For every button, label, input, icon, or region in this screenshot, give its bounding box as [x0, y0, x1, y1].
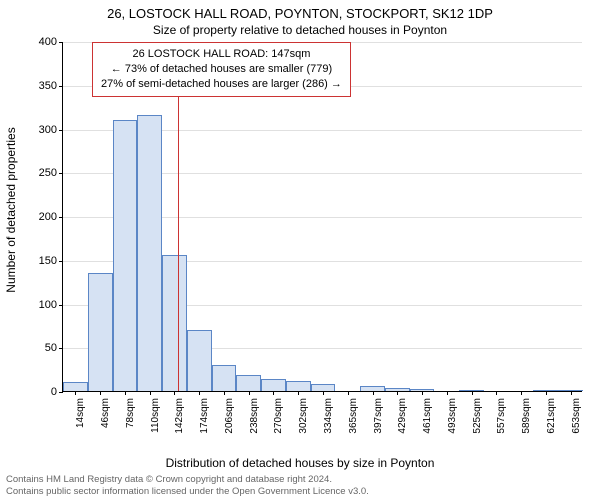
xtick-label: 557sqm — [496, 398, 507, 446]
histogram-bar — [88, 273, 113, 391]
chart-title-line1: 26, LOSTOCK HALL ROAD, POYNTON, STOCKPOR… — [0, 0, 600, 21]
ytick-label: 100 — [23, 299, 57, 311]
annotation-line1: 26 LOSTOCK HALL ROAD: 147sqm — [101, 47, 342, 62]
ytick-label: 300 — [23, 124, 57, 136]
x-axis-label: Distribution of detached houses by size … — [0, 456, 600, 470]
chart-title-line2: Size of property relative to detached ho… — [0, 21, 600, 37]
xtick-mark — [224, 391, 225, 395]
footer-text: Contains HM Land Registry data © Crown c… — [6, 474, 369, 498]
ytick-mark — [59, 217, 63, 218]
histogram-bar — [137, 115, 162, 392]
footer-line2: Contains public sector information licen… — [6, 486, 369, 498]
xtick-label: 525sqm — [472, 398, 483, 446]
xtick-label: 653sqm — [571, 398, 582, 446]
ytick-mark — [59, 261, 63, 262]
xtick-mark — [298, 391, 299, 395]
xtick-label: 78sqm — [125, 398, 136, 446]
xtick-mark — [125, 391, 126, 395]
ytick-label: 350 — [23, 80, 57, 92]
xtick-label: 302sqm — [298, 398, 309, 446]
xtick-mark — [150, 391, 151, 395]
xtick-mark — [397, 391, 398, 395]
xtick-mark — [174, 391, 175, 395]
xtick-mark — [422, 391, 423, 395]
ytick-label: 400 — [23, 36, 57, 48]
ytick-mark — [59, 173, 63, 174]
xtick-label: 334sqm — [323, 398, 334, 446]
xtick-mark — [496, 391, 497, 395]
xtick-label: 493sqm — [447, 398, 458, 446]
xtick-label: 621sqm — [546, 398, 557, 446]
xtick-mark — [100, 391, 101, 395]
histogram-bar — [311, 384, 336, 391]
histogram-bar — [236, 375, 261, 391]
xtick-mark — [199, 391, 200, 395]
xtick-label: 206sqm — [224, 398, 235, 446]
ytick-label: 250 — [23, 167, 57, 179]
xtick-label: 365sqm — [348, 398, 359, 446]
xtick-label: 14sqm — [75, 398, 86, 446]
xtick-label: 174sqm — [199, 398, 210, 446]
xtick-label: 589sqm — [521, 398, 532, 446]
xtick-mark — [348, 391, 349, 395]
xtick-label: 397sqm — [373, 398, 384, 446]
chart-container: 26, LOSTOCK HALL ROAD, POYNTON, STOCKPOR… — [0, 0, 600, 500]
histogram-bar — [261, 379, 286, 391]
xtick-mark — [75, 391, 76, 395]
ytick-mark — [59, 348, 63, 349]
annotation-box: 26 LOSTOCK HALL ROAD: 147sqm ← 73% of de… — [92, 42, 351, 97]
ytick-label: 150 — [23, 255, 57, 267]
histogram-bar — [162, 255, 187, 391]
ytick-mark — [59, 392, 63, 393]
histogram-bar — [187, 330, 212, 391]
ytick-label: 50 — [23, 342, 57, 354]
ytick-mark — [59, 86, 63, 87]
xtick-label: 110sqm — [150, 398, 161, 446]
annotation-line2: ← 73% of detached houses are smaller (77… — [101, 62, 342, 77]
xtick-mark — [571, 391, 572, 395]
xtick-mark — [521, 391, 522, 395]
xtick-label: 238sqm — [249, 398, 260, 446]
xtick-mark — [546, 391, 547, 395]
histogram-bar — [63, 382, 88, 391]
ytick-mark — [59, 42, 63, 43]
xtick-label: 46sqm — [100, 398, 111, 446]
xtick-mark — [323, 391, 324, 395]
ytick-mark — [59, 305, 63, 306]
xtick-mark — [447, 391, 448, 395]
xtick-label: 461sqm — [422, 398, 433, 446]
annotation-line3: 27% of semi-detached houses are larger (… — [101, 77, 342, 92]
xtick-mark — [472, 391, 473, 395]
xtick-mark — [273, 391, 274, 395]
histogram-bar — [212, 365, 237, 391]
y-axis-label: Number of detached properties — [4, 127, 18, 292]
xtick-label: 270sqm — [273, 398, 284, 446]
ytick-mark — [59, 130, 63, 131]
xtick-label: 429sqm — [397, 398, 408, 446]
xtick-label: 142sqm — [174, 398, 185, 446]
xtick-mark — [373, 391, 374, 395]
histogram-bar — [286, 381, 311, 392]
ytick-label: 0 — [23, 386, 57, 398]
ytick-label: 200 — [23, 211, 57, 223]
xtick-mark — [249, 391, 250, 395]
footer-line1: Contains HM Land Registry data © Crown c… — [6, 474, 369, 486]
histogram-bar — [113, 120, 138, 391]
